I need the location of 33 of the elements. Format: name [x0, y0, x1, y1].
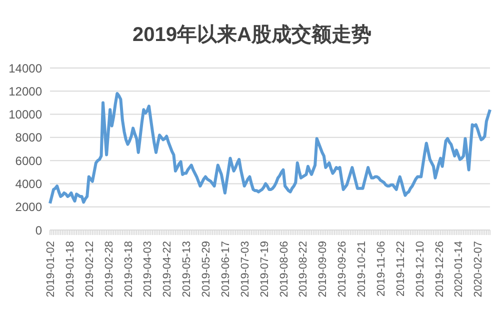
- x-tick-label: 2019-07-19: [258, 241, 271, 298]
- x-tick-label: 2019-07-03: [239, 241, 252, 298]
- x-tick-label: 2019-11-06: [375, 241, 388, 296]
- x-tick-label: 2019-02-12: [84, 241, 96, 298]
- x-tick-label: 2019-01-18: [64, 241, 76, 298]
- x-tick-label: 2019-08-06: [278, 241, 290, 298]
- x-tick-label: 2019-04-22: [162, 241, 174, 298]
- x-tick-label: 2020-01-14: [453, 241, 466, 298]
- x-tick-label: 2019-11-22: [394, 241, 407, 296]
- x-tick-label: 2020-02-07: [472, 241, 485, 298]
- y-tick-label: 4000: [15, 176, 42, 191]
- x-tick-label: 2019-02-28: [103, 241, 116, 298]
- x-tick-label: 2019-12-26: [434, 241, 446, 298]
- y-tick-label: 0: [35, 223, 42, 238]
- y-tick-label: 14000: [8, 61, 42, 76]
- x-tick-label: 2019-05-13: [181, 241, 194, 298]
- x-tick-label: 2019-05-29: [200, 241, 212, 298]
- y-tick-label: 10000: [8, 108, 42, 122]
- y-tick-label: 2000: [15, 200, 42, 214]
- x-tick-label: 2019-01-02: [45, 241, 57, 298]
- chart-title: 2019年以来A股成交额走势: [132, 22, 372, 48]
- y-tick-label: 12000: [8, 84, 42, 98]
- x-tick-label: 2019-09-26: [336, 241, 349, 298]
- x-tick-label: 2019-10-21: [356, 241, 368, 298]
- x-tick-label: 2019-03-18: [122, 241, 135, 298]
- x-tick-label: 2019-08-22: [298, 241, 310, 298]
- line-series: [48, 92, 492, 205]
- y-tick-label: 6000: [15, 154, 42, 168]
- y-tick-label: 8000: [15, 130, 42, 145]
- x-tick-label: 2019-12-10: [414, 241, 426, 298]
- x-tick-label: 2019-06-17: [220, 241, 232, 298]
- x-tick-label: 2019-09-09: [317, 241, 330, 298]
- x-tick-label: 2019-04-03: [142, 241, 154, 298]
